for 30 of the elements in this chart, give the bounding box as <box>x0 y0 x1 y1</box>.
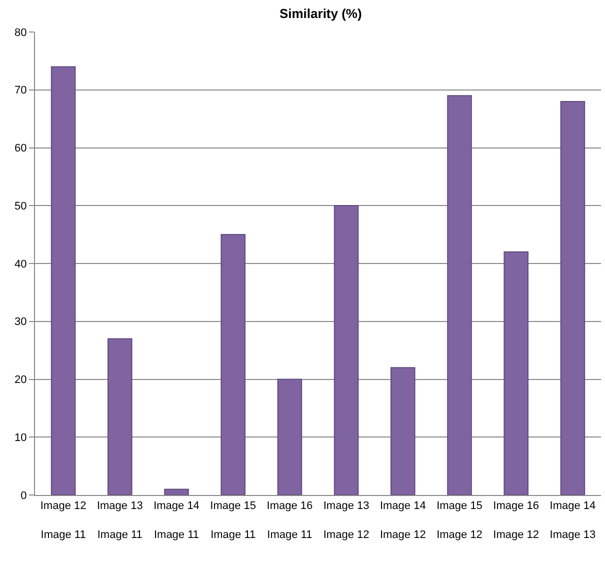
category-label: Image 14 Image 11 <box>154 500 200 541</box>
y-tick-label: 10 <box>14 432 27 444</box>
y-tick-label: 70 <box>14 84 27 97</box>
bar <box>334 205 359 495</box>
y-tick-label: 40 <box>14 258 27 270</box>
bar <box>504 251 528 495</box>
bar <box>108 338 132 495</box>
category-label: Image 13 Image 11 <box>96 500 143 541</box>
y-tick-label: 0 <box>20 490 27 502</box>
bar <box>50 66 76 495</box>
category-label: Image 16 Image 12 <box>493 500 540 541</box>
y-tick-label: 20 <box>14 374 27 386</box>
y-tick-label: 80 <box>14 26 27 39</box>
bar <box>164 488 189 495</box>
category-label: Image 16 Image 11 <box>266 500 313 541</box>
bar <box>447 95 472 495</box>
y-tick-label: 50 <box>14 200 27 212</box>
y-tick-label: 30 <box>14 316 27 328</box>
y-tick-label: 60 <box>14 142 27 155</box>
bar <box>220 234 246 495</box>
chart-title: Similarity (%) <box>279 6 362 21</box>
category-label: Image 14 Image 13 <box>550 500 596 541</box>
category-label: Image 12 Image 11 <box>40 500 86 541</box>
bar <box>277 378 302 495</box>
category-label: Image 15 Image 12 <box>436 500 482 541</box>
bar <box>560 100 586 495</box>
category-label: Image 14 Image 12 <box>380 500 426 541</box>
category-label: Image 13 Image 12 <box>323 500 370 541</box>
bar <box>390 367 416 495</box>
category-label: Image 15 Image 11 <box>210 500 256 541</box>
